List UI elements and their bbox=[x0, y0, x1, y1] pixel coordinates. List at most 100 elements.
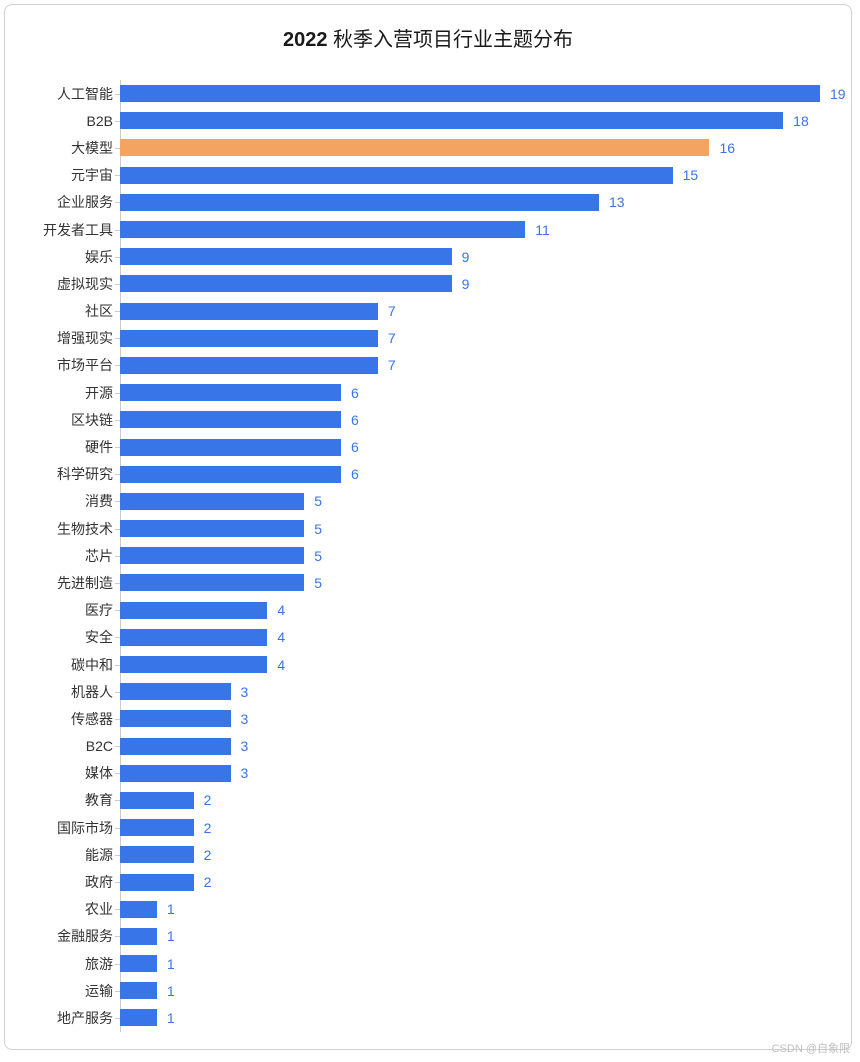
bar bbox=[120, 248, 452, 265]
bar bbox=[120, 656, 267, 673]
bar-row: 人工智能19 bbox=[120, 80, 831, 107]
bar-value: 9 bbox=[462, 277, 470, 291]
bar-value: 1 bbox=[167, 1011, 175, 1025]
bar-row: 旅游1 bbox=[120, 950, 831, 977]
bar-track: 19 bbox=[120, 80, 846, 107]
chart-container: 2022 秋季入营项目行业主题分布 人工智能19B2B18大模型16元宇宙15企… bbox=[4, 4, 852, 1050]
bar-row: 娱乐9 bbox=[120, 243, 831, 270]
bar-label: 运输 bbox=[25, 984, 113, 998]
bar-value: 7 bbox=[388, 304, 396, 318]
bar bbox=[120, 928, 157, 945]
bar bbox=[120, 846, 194, 863]
bar-track: 3 bbox=[120, 678, 831, 705]
bar-row: 安全4 bbox=[120, 624, 831, 651]
bar bbox=[120, 819, 194, 836]
title-year: 2022 bbox=[283, 29, 328, 51]
bar bbox=[120, 85, 820, 102]
bar-track: 4 bbox=[120, 651, 831, 678]
bar-label: 开源 bbox=[25, 386, 113, 400]
bar-value: 4 bbox=[277, 603, 285, 617]
chart-body: 人工智能19B2B18大模型16元宇宙15企业服务13开发者工具11娱乐9虚拟现… bbox=[25, 80, 831, 1032]
bar-label: 医疗 bbox=[25, 603, 113, 617]
bar-track: 3 bbox=[120, 705, 831, 732]
bar-label: 农业 bbox=[25, 902, 113, 916]
bar-track: 18 bbox=[120, 107, 831, 134]
bar-label: 碳中和 bbox=[25, 658, 113, 672]
bar-value: 2 bbox=[204, 821, 212, 835]
bar-track: 7 bbox=[120, 325, 831, 352]
bar-label: 金融服务 bbox=[25, 929, 113, 943]
bar-track: 15 bbox=[120, 162, 831, 189]
bar-row: 农业1 bbox=[120, 896, 831, 923]
bar-label: 虚拟现实 bbox=[25, 277, 113, 291]
bar bbox=[120, 275, 452, 292]
bar-value: 13 bbox=[609, 195, 625, 209]
bar-row: 运输1 bbox=[120, 977, 831, 1004]
bar-label: 企业服务 bbox=[25, 195, 113, 209]
bar-label: 政府 bbox=[25, 875, 113, 889]
bar-label: 媒体 bbox=[25, 766, 113, 780]
bar bbox=[120, 547, 304, 564]
bar-row: 碳中和4 bbox=[120, 651, 831, 678]
bar-row: 科学研究6 bbox=[120, 461, 831, 488]
bar-value: 16 bbox=[719, 141, 735, 155]
bar-label: 消费 bbox=[25, 494, 113, 508]
bar-row: 能源2 bbox=[120, 841, 831, 868]
bar-track: 7 bbox=[120, 352, 831, 379]
bar bbox=[120, 139, 709, 156]
bar-label: 国际市场 bbox=[25, 821, 113, 835]
bar-value: 18 bbox=[793, 114, 809, 128]
bar bbox=[120, 303, 378, 320]
bar bbox=[120, 765, 231, 782]
bar-track: 4 bbox=[120, 624, 831, 651]
bar-label: 科学研究 bbox=[25, 467, 113, 481]
bar-value: 1 bbox=[167, 929, 175, 943]
bar-label: 开发者工具 bbox=[25, 223, 113, 237]
bar bbox=[120, 574, 304, 591]
bar-value: 9 bbox=[462, 250, 470, 264]
bar-row: 芯片5 bbox=[120, 542, 831, 569]
bar-value: 15 bbox=[683, 168, 699, 182]
bar-row: 大模型16 bbox=[120, 134, 831, 161]
bar-row: 媒体3 bbox=[120, 760, 831, 787]
bar-label: 人工智能 bbox=[25, 87, 113, 101]
bar-value: 1 bbox=[167, 984, 175, 998]
bar-row: 地产服务1 bbox=[120, 1004, 831, 1031]
bar-label: 硬件 bbox=[25, 440, 113, 454]
bar bbox=[120, 874, 194, 891]
bar-row: 开源6 bbox=[120, 379, 831, 406]
bar bbox=[120, 221, 525, 238]
bar-row: 传感器3 bbox=[120, 705, 831, 732]
bar bbox=[120, 493, 304, 510]
bar-row: 医疗4 bbox=[120, 597, 831, 624]
title-text: 秋季入营项目行业主题分布 bbox=[327, 29, 573, 51]
bar-row: 元宇宙15 bbox=[120, 162, 831, 189]
bar-track: 5 bbox=[120, 542, 831, 569]
bar-row: 市场平台7 bbox=[120, 352, 831, 379]
bar-track: 6 bbox=[120, 461, 831, 488]
bar bbox=[120, 439, 341, 456]
bar-label: 安全 bbox=[25, 630, 113, 644]
bar bbox=[120, 738, 231, 755]
bar-row: 先进制造5 bbox=[120, 569, 831, 596]
bar-label: 先进制造 bbox=[25, 576, 113, 590]
bar-track: 6 bbox=[120, 406, 831, 433]
bar-value: 1 bbox=[167, 902, 175, 916]
bar-value: 5 bbox=[314, 494, 322, 508]
bar-value: 6 bbox=[351, 467, 359, 481]
bar-value: 7 bbox=[388, 331, 396, 345]
bar-row: 社区7 bbox=[120, 298, 831, 325]
bar-value: 2 bbox=[204, 793, 212, 807]
bar-value: 11 bbox=[535, 223, 550, 237]
bar bbox=[120, 384, 341, 401]
bar-label: B2B bbox=[25, 114, 113, 128]
bar bbox=[120, 602, 267, 619]
bar-track: 16 bbox=[120, 134, 831, 161]
bar-row: 政府2 bbox=[120, 868, 831, 895]
bar-track: 1 bbox=[120, 1004, 831, 1031]
bar-label: B2C bbox=[25, 739, 113, 753]
bar-label: 机器人 bbox=[25, 685, 113, 699]
bar-row: B2C3 bbox=[120, 733, 831, 760]
bar-value: 6 bbox=[351, 413, 359, 427]
bar-label: 增强现实 bbox=[25, 331, 113, 345]
